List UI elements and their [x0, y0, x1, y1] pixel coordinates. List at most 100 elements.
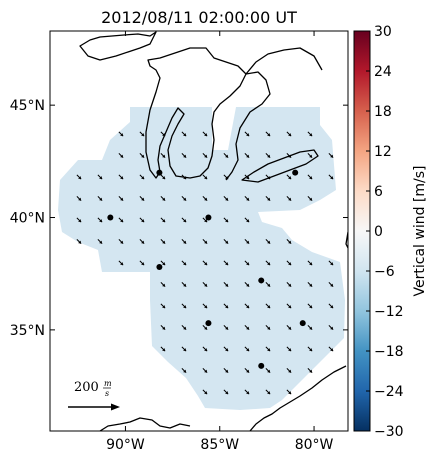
wind-vector — [307, 131, 313, 137]
lake-superior-outline — [79, 31, 157, 61]
wind-vector — [223, 346, 229, 352]
station-dot — [156, 263, 163, 270]
wind-vector — [307, 325, 313, 330]
wind-vector — [160, 131, 166, 137]
map-title: 2012/08/11 02:00:00 UT — [101, 8, 297, 27]
wind-vector — [244, 131, 250, 137]
wind-vector — [139, 196, 145, 201]
wind-vector — [139, 131, 145, 137]
station-dot — [258, 362, 265, 369]
wind-vector — [181, 260, 187, 266]
colorbar-tick-label: −6 — [374, 264, 395, 280]
ontario-shore-outline — [245, 47, 323, 75]
wind-vector — [202, 260, 208, 266]
wind-vector — [286, 174, 292, 180]
wind-vector — [202, 389, 208, 395]
map-frame — [49, 30, 349, 432]
colorbar-ticks: 30 24 18 12 6 0 −6 −12 −18 −24 −30 — [366, 24, 404, 440]
wind-vector — [244, 196, 250, 201]
wind-vector — [307, 282, 313, 287]
wind-vector — [223, 239, 229, 244]
wind-vector — [286, 368, 292, 373]
lake-erie-outline — [241, 149, 319, 183]
wind-vector — [160, 174, 166, 180]
wind-vector — [328, 174, 334, 180]
wind-vector — [265, 346, 271, 352]
wind-vector — [265, 239, 271, 244]
wind-vector — [76, 174, 82, 180]
wind-vector — [139, 260, 145, 266]
wind-vector — [160, 153, 166, 158]
lon-tick-label: 90°W — [106, 437, 145, 453]
wind-vector — [223, 282, 229, 287]
wind-vector — [265, 131, 271, 137]
wind-vector — [181, 325, 187, 330]
wind-vector — [202, 131, 208, 137]
wind-vector — [139, 153, 145, 158]
wind-vector — [160, 217, 166, 223]
wind-vector — [265, 303, 271, 309]
wind-vector — [202, 217, 208, 223]
reference-arrow-value: 200 — [74, 380, 99, 395]
gulf-coast-outline — [99, 417, 191, 431]
lon-tick-label: 85°W — [200, 437, 239, 453]
colorbar-tick-label: 18 — [374, 104, 392, 120]
wind-vector — [244, 368, 250, 373]
wind-vector — [244, 389, 250, 395]
wind-vector — [244, 217, 250, 223]
wind-vector — [97, 174, 103, 180]
east-coast-outline — [345, 231, 348, 249]
wind-vector — [160, 346, 166, 352]
wind-vector — [181, 217, 187, 223]
lat-tick-label: 45°N — [10, 98, 45, 114]
wind-vector — [139, 217, 145, 223]
lake-michigan-outline — [145, 47, 247, 179]
colorbar-label: Vertical wind [m/s] — [412, 166, 428, 297]
wind-vector — [76, 217, 82, 223]
wind-vector — [223, 303, 229, 309]
wind-vector — [307, 196, 313, 201]
wind-vector — [328, 260, 334, 266]
wind-vector — [202, 239, 208, 244]
wind-vector — [265, 325, 271, 330]
wind-vector — [160, 303, 166, 309]
wind-vector — [265, 282, 271, 287]
reference-arrow: 200 m s — [68, 379, 120, 411]
wind-vector — [202, 196, 208, 201]
wind-vector — [181, 282, 187, 287]
lat-tick-label: 35°N — [10, 323, 45, 339]
wind-vector — [160, 325, 166, 330]
wind-vector — [307, 153, 313, 158]
lake-huron-outline — [225, 71, 271, 181]
wind-vector — [181, 346, 187, 352]
wind-vector — [328, 346, 334, 352]
colorbar-tick-label: −30 — [374, 424, 404, 440]
wind-vector — [139, 174, 145, 180]
wind-vector — [118, 260, 124, 266]
wind-vector — [286, 196, 292, 201]
colorbar-tick-label: −24 — [374, 384, 404, 400]
wind-vector — [307, 303, 313, 309]
station-dot — [299, 320, 306, 327]
wind-vector — [181, 368, 187, 373]
wind-vector — [265, 196, 271, 201]
reference-unit-numerator: m — [104, 379, 112, 388]
wind-vector — [265, 153, 271, 158]
wind-vector — [118, 196, 124, 201]
florida-coast-outline — [249, 365, 347, 431]
wind-vector — [202, 174, 208, 180]
wind-vector — [223, 174, 229, 180]
map-ticks: 45°N 40°N 35°N 90°W 85°W 80°W — [10, 31, 348, 453]
wind-vector — [328, 303, 334, 309]
wind-vector — [223, 368, 229, 373]
wind-vector — [223, 196, 229, 201]
wind-vector — [307, 368, 313, 373]
wind-vector — [307, 174, 313, 180]
colorbar-tick-label: −18 — [374, 344, 404, 360]
wind-vector — [118, 131, 124, 137]
wind-field-region — [58, 107, 345, 410]
wind-vector — [181, 131, 187, 137]
wind-vector — [181, 239, 187, 244]
wind-vector — [286, 239, 292, 244]
